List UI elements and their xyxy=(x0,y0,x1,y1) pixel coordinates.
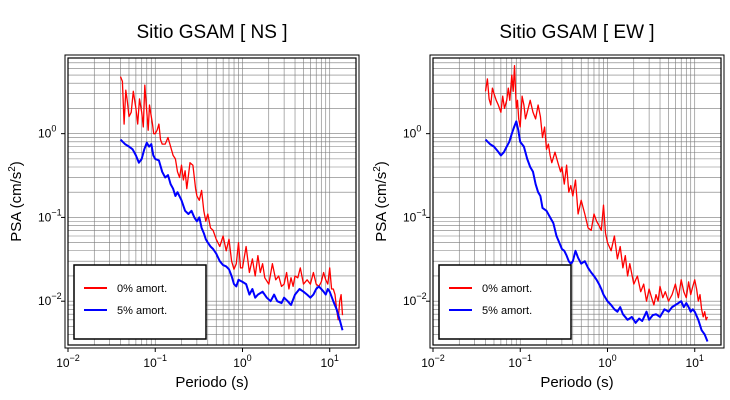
x-tick-exp: −2 xyxy=(435,353,445,363)
y-axis-label-tail: ) xyxy=(8,161,25,166)
y-axis-label-main: PSA (cm/s xyxy=(8,172,25,242)
y-tick-label: 10−1 xyxy=(38,207,62,224)
x-tick-base: 10 xyxy=(143,356,157,370)
legend: 0% amort. 5% amort. xyxy=(73,264,207,340)
legend-box xyxy=(438,264,572,340)
chart-title: Sitio GSAM [ EW ] xyxy=(499,22,654,43)
series-group xyxy=(484,64,709,342)
x-tick-label: 100 xyxy=(233,353,251,370)
series-line-0 xyxy=(119,76,344,321)
legend-label-0: 0% amort. xyxy=(117,283,167,295)
x-tick-label: 10−2 xyxy=(421,353,445,370)
y-tick-exp: −2 xyxy=(51,291,61,301)
y-tick-exp: 0 xyxy=(51,124,56,134)
x-tick-base: 10 xyxy=(686,356,700,370)
x-tick-exp: −1 xyxy=(157,353,167,363)
legend-label-0: 0% amort. xyxy=(482,283,532,295)
series-line-1 xyxy=(119,138,344,331)
x-tick-label: 10−1 xyxy=(143,353,167,370)
x-tick-base: 10 xyxy=(233,356,247,370)
x-tick-exp: 1 xyxy=(334,353,339,363)
x-tick-exp: 0 xyxy=(612,353,617,363)
y-axis-label-main: PSA (cm/s xyxy=(373,172,390,242)
y-axis-label: PSA (cm/s2) xyxy=(372,161,390,242)
x-axis-label: Periodo (s) xyxy=(175,374,248,391)
series-line-1 xyxy=(484,120,709,342)
x-tick-exp: −1 xyxy=(522,353,532,363)
y-tick-exp: 0 xyxy=(416,124,421,134)
grid xyxy=(433,58,721,345)
series-line-0 xyxy=(484,64,709,321)
y-tick-base: 10 xyxy=(38,127,52,141)
x-tick-label: 100 xyxy=(598,353,616,370)
x-tick-label: 101 xyxy=(321,353,339,370)
y-tick-base: 10 xyxy=(38,294,52,308)
y-tick-exp: −2 xyxy=(416,291,426,301)
x-tick-exp: −2 xyxy=(70,353,80,363)
x-tick-exp: 1 xyxy=(699,353,704,363)
y-axis-label-sup: 2 xyxy=(7,166,18,172)
chart-title: Sitio GSAM [ NS ] xyxy=(137,22,288,43)
legend-label-1: 5% amort. xyxy=(117,305,167,317)
x-tick-label: 101 xyxy=(686,353,704,370)
series-group xyxy=(119,76,344,331)
legend: 0% amort. 5% amort. xyxy=(438,264,572,340)
x-tick-label: 10−2 xyxy=(56,353,80,370)
legend-box xyxy=(73,264,207,340)
x-tick-base: 10 xyxy=(321,356,335,370)
y-tick-exp: −1 xyxy=(416,207,426,217)
x-tick-base: 10 xyxy=(421,356,435,370)
y-tick-base: 10 xyxy=(38,210,52,224)
y-axis-label-sup: 2 xyxy=(372,166,383,172)
legend-label-1: 5% amort. xyxy=(482,305,532,317)
plot-frame xyxy=(67,57,357,346)
y-tick-label: 100 xyxy=(403,124,421,141)
x-tick-exp: 0 xyxy=(247,353,252,363)
y-axis-label-tail: ) xyxy=(373,161,390,166)
x-axis-label: Periodo (s) xyxy=(540,374,613,391)
y-tick-label: 10−2 xyxy=(38,291,62,308)
x-tick-base: 10 xyxy=(598,356,612,370)
x-tick-base: 10 xyxy=(508,356,522,370)
y-tick-label: 10−2 xyxy=(403,291,427,308)
y-tick-base: 10 xyxy=(403,210,417,224)
y-tick-exp: −1 xyxy=(51,207,61,217)
plot-frame-outer xyxy=(64,54,360,349)
y-tick-base: 10 xyxy=(403,294,417,308)
y-axis-label: PSA (cm/s2) xyxy=(7,161,25,242)
plot-frame xyxy=(432,57,722,346)
plot-frame-outer xyxy=(429,54,725,349)
y-tick-label: 10−1 xyxy=(403,207,427,224)
x-tick-label: 10−1 xyxy=(508,353,532,370)
x-tick-base: 10 xyxy=(56,356,70,370)
y-tick-base: 10 xyxy=(403,127,417,141)
y-tick-label: 100 xyxy=(38,124,56,141)
